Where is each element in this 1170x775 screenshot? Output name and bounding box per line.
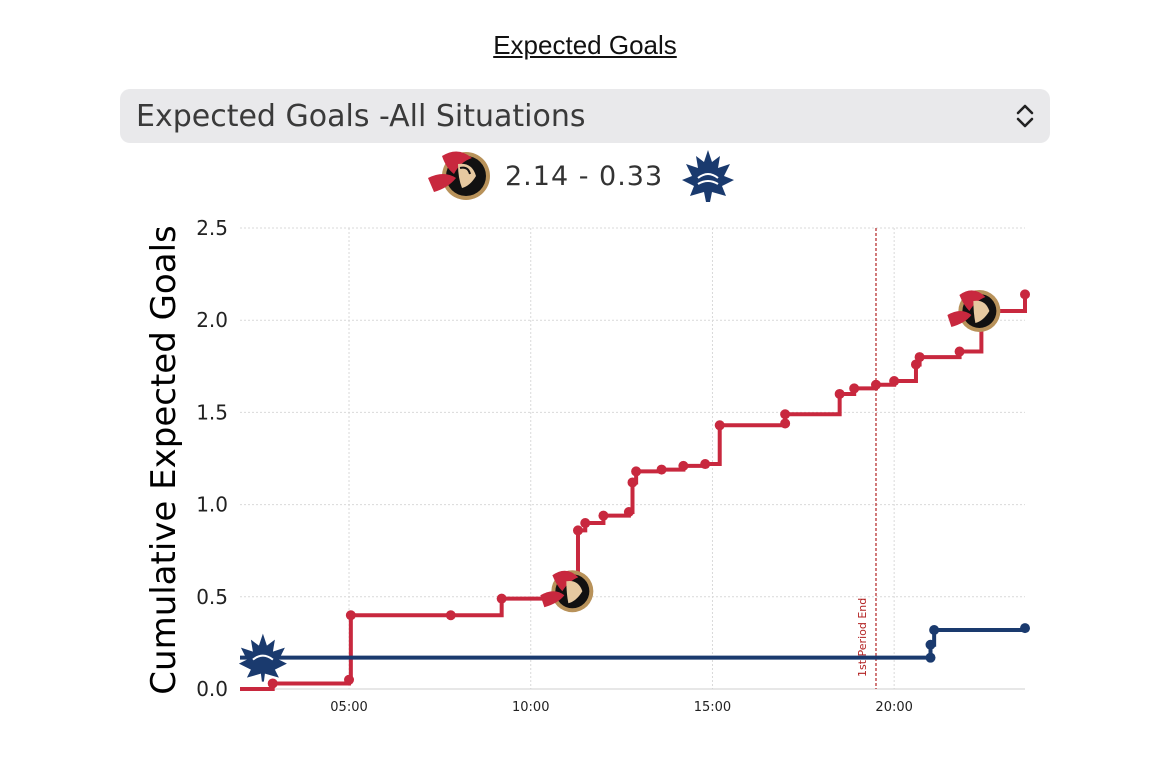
senators-shot-point xyxy=(627,477,638,488)
x-tick-label: 15:00 xyxy=(694,700,731,715)
senators-shot-point xyxy=(572,525,583,536)
senators-shot-point xyxy=(849,383,860,394)
senators-shot-point xyxy=(631,466,642,477)
score-text: 2.14 - 0.33 xyxy=(505,161,664,192)
goal-marker-face xyxy=(973,300,990,323)
senators-xg-line xyxy=(240,294,1027,691)
leafs-xg-line xyxy=(240,627,1027,660)
y-tick-label: 1.0 xyxy=(196,493,228,517)
ottawa-senators-logo xyxy=(428,151,490,200)
senators-shot-point xyxy=(345,610,356,621)
leafs-shot-point xyxy=(929,624,940,635)
goal-marker-plume xyxy=(947,310,972,327)
leafs-shot-point xyxy=(925,652,936,663)
x-tick-label: 05:00 xyxy=(330,700,367,715)
toronto-maple-leafs-logo xyxy=(682,150,734,202)
score-row: 2.14 - 0.33 xyxy=(0,148,1170,208)
goal-marker-plume xyxy=(540,591,565,608)
leafs-shot-point xyxy=(1020,623,1030,634)
leafs-shot-point xyxy=(925,639,936,650)
chevron-up-down-icon xyxy=(1016,104,1034,128)
senators-shot-point xyxy=(780,418,791,429)
senators-shot-point xyxy=(834,388,845,399)
y-tick-label: 2.0 xyxy=(196,308,228,332)
senators-shot-point xyxy=(267,678,278,689)
chart-grid xyxy=(240,227,1025,690)
senators-shot-point xyxy=(656,464,667,475)
leaf-shape xyxy=(238,633,287,682)
senators-shot-point xyxy=(496,593,507,604)
senators-shot-point xyxy=(580,518,591,529)
goal-marker-crest xyxy=(552,570,579,592)
situation-select-value: Expected Goals -All Situations xyxy=(136,99,586,134)
goal-marker-crest xyxy=(959,290,986,311)
y-axis-label: Cumulative Expected Goals xyxy=(144,225,184,694)
senators-shot-point xyxy=(1020,289,1030,300)
senators-shot-point xyxy=(700,459,711,470)
chart-series xyxy=(238,289,1030,691)
expected-goals-chart: 0.0 0.5 1.0 1.5 2.0 2.5 05:00 10:00 15:00 20:00 1… xyxy=(144,216,1030,715)
period-end-label: 1st Period End xyxy=(856,598,869,677)
leafs-goal-marker xyxy=(238,633,287,682)
y-tick-label: 2.5 xyxy=(196,216,228,240)
chart-annotations: 1st Period End xyxy=(856,228,877,689)
senators-shot-point xyxy=(598,510,609,521)
senators-goal-marker xyxy=(540,570,594,613)
y-tick-label: 0.5 xyxy=(196,585,228,609)
senators-shot-point xyxy=(623,506,634,517)
senators-shot-point xyxy=(714,420,725,431)
chart-axes: 0.0 0.5 1.0 1.5 2.0 2.5 05:00 10:00 15:00 20:00 xyxy=(196,216,1025,715)
senators-shot-point xyxy=(910,359,921,370)
senators-shot-point xyxy=(445,610,456,621)
senators-shot-point xyxy=(870,379,881,390)
y-tick-label: 0.0 xyxy=(196,677,228,701)
senators-shot-point xyxy=(344,674,355,685)
senators-shot-point xyxy=(889,376,900,387)
senators-shot-point xyxy=(954,346,965,357)
y-tick-label: 1.5 xyxy=(196,400,228,424)
goal-marker-face xyxy=(566,580,583,604)
senators-shot-point xyxy=(678,460,689,471)
leaf-text-arc xyxy=(252,654,274,661)
situation-select[interactable]: Expected Goals -All Situations xyxy=(120,89,1050,143)
senators-goal-marker xyxy=(947,289,1001,332)
senators-shot-point xyxy=(780,409,791,420)
x-tick-label: 10:00 xyxy=(512,700,549,715)
page-title[interactable]: Expected Goals xyxy=(493,30,677,60)
senators-shot-point xyxy=(914,352,925,363)
x-tick-label: 20:00 xyxy=(875,700,912,715)
